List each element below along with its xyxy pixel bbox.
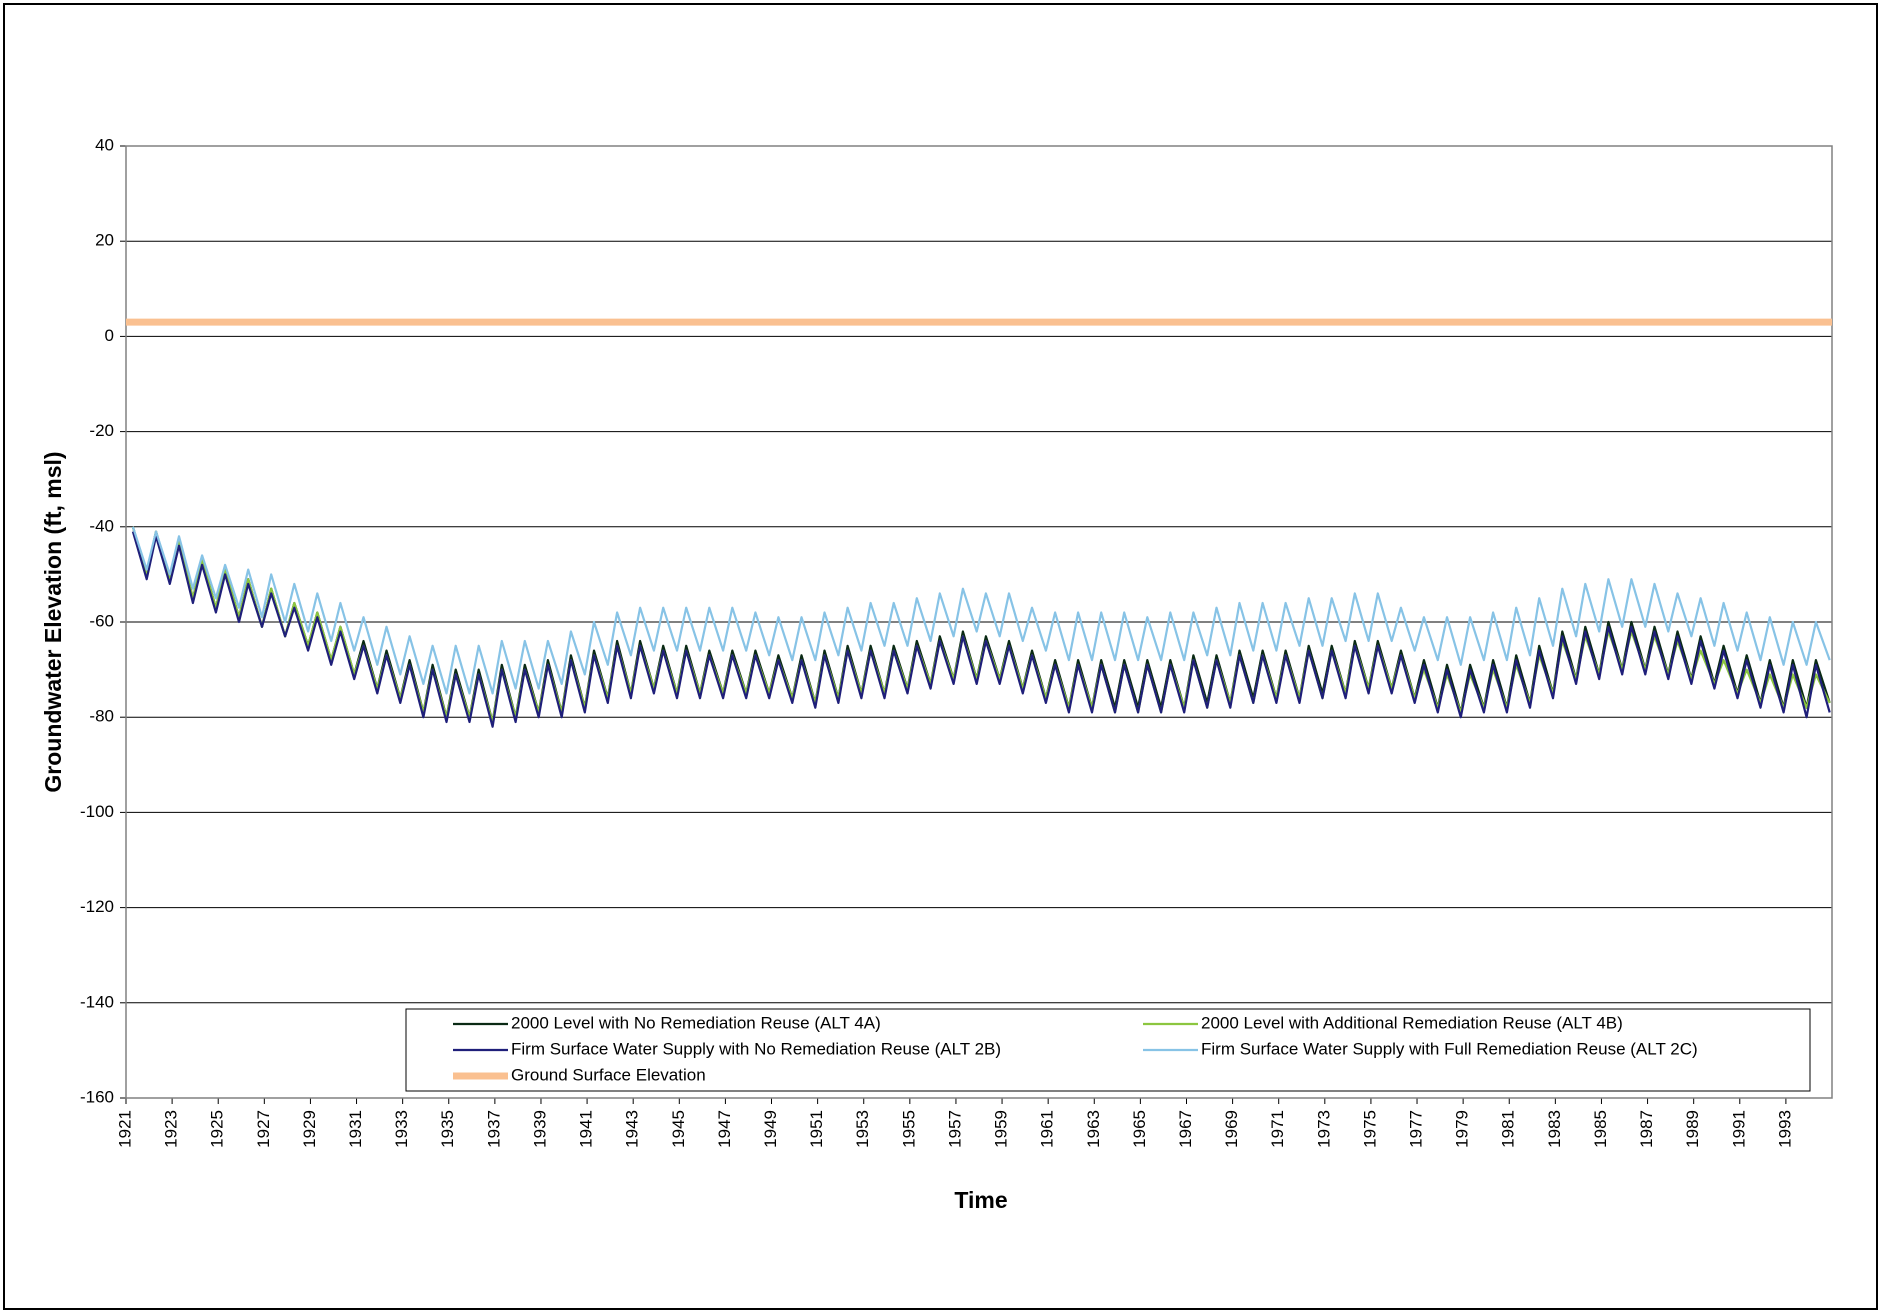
y-tick-label: 0 bbox=[105, 326, 114, 345]
y-tick-label: -120 bbox=[80, 897, 114, 916]
x-tick-label: 1961 bbox=[1038, 1110, 1057, 1148]
series-line bbox=[131, 526, 1831, 695]
x-tick-label: 1949 bbox=[761, 1110, 780, 1148]
legend-box bbox=[405, 1008, 1811, 1092]
x-tick-label: 1983 bbox=[1545, 1110, 1564, 1148]
x-tick-label: 1973 bbox=[1314, 1110, 1333, 1148]
x-tick-label: 1969 bbox=[1222, 1110, 1241, 1148]
y-tick-label: -40 bbox=[89, 516, 114, 535]
legend-label: Firm Surface Water Supply with Full Reme… bbox=[1201, 1039, 1698, 1058]
plot-border bbox=[125, 145, 1833, 1099]
y-tick-label: -60 bbox=[89, 611, 114, 630]
x-tick-label: 1951 bbox=[807, 1110, 826, 1148]
x-tick-label: 1941 bbox=[577, 1110, 596, 1148]
x-tick-label: 1943 bbox=[623, 1110, 642, 1148]
y-tick-label: -160 bbox=[80, 1087, 114, 1106]
x-tick-label: 1931 bbox=[346, 1110, 365, 1148]
x-axis-title: Time bbox=[954, 1187, 1007, 1213]
y-tick-label: 40 bbox=[95, 135, 114, 154]
x-tick-label: 1939 bbox=[530, 1110, 549, 1148]
y-axis-title: Groundwater Elevation (ft, msl) bbox=[40, 451, 66, 792]
legend-label: 2000 Level with Additional Remediation R… bbox=[1201, 1013, 1623, 1032]
y-tick-label: 20 bbox=[95, 231, 114, 250]
x-tick-label: 1929 bbox=[300, 1110, 319, 1148]
x-tick-label: 1979 bbox=[1453, 1110, 1472, 1148]
x-tick-label: 1963 bbox=[1084, 1110, 1103, 1148]
x-tick-label: 1985 bbox=[1591, 1110, 1610, 1148]
x-tick-label: 1953 bbox=[853, 1110, 872, 1148]
x-tick-label: 1923 bbox=[162, 1110, 181, 1148]
y-tick-label: -20 bbox=[89, 421, 114, 440]
x-tick-label: 1993 bbox=[1775, 1110, 1794, 1148]
x-tick-label: 1925 bbox=[208, 1110, 227, 1148]
x-tick-label: 1971 bbox=[1268, 1110, 1287, 1148]
x-tick-label: 1977 bbox=[1407, 1110, 1426, 1148]
y-tick-label: -100 bbox=[80, 802, 114, 821]
x-tick-label: 1959 bbox=[992, 1110, 1011, 1148]
x-tick-label: 1921 bbox=[115, 1110, 134, 1148]
x-tick-label: 1957 bbox=[945, 1110, 964, 1148]
x-tick-label: 1991 bbox=[1729, 1110, 1748, 1148]
x-tick-label: 1935 bbox=[438, 1110, 457, 1148]
x-tick-label: 1967 bbox=[1176, 1110, 1195, 1148]
x-tick-label: 1947 bbox=[715, 1110, 734, 1148]
x-tick-label: 1955 bbox=[899, 1110, 918, 1148]
x-tick-label: 1933 bbox=[392, 1110, 411, 1148]
x-tick-label: 1987 bbox=[1637, 1110, 1656, 1148]
x-tick-label: 1945 bbox=[669, 1110, 688, 1148]
legend-label: 2000 Level with No Remediation Reuse (AL… bbox=[511, 1013, 881, 1032]
x-tick-label: 1975 bbox=[1360, 1110, 1379, 1148]
legend-label: Firm Surface Water Supply with No Remedi… bbox=[511, 1039, 1001, 1058]
x-tick-label: 1937 bbox=[484, 1110, 503, 1148]
legend-label: Ground Surface Elevation bbox=[511, 1065, 706, 1084]
y-tick-label: -80 bbox=[89, 707, 114, 726]
x-tick-label: 1981 bbox=[1499, 1110, 1518, 1148]
x-tick-label: 1927 bbox=[254, 1110, 273, 1148]
x-tick-label: 1989 bbox=[1683, 1110, 1702, 1148]
x-tick-label: 1965 bbox=[1130, 1110, 1149, 1148]
series-line bbox=[131, 531, 1831, 728]
y-tick-label: -140 bbox=[80, 992, 114, 1011]
